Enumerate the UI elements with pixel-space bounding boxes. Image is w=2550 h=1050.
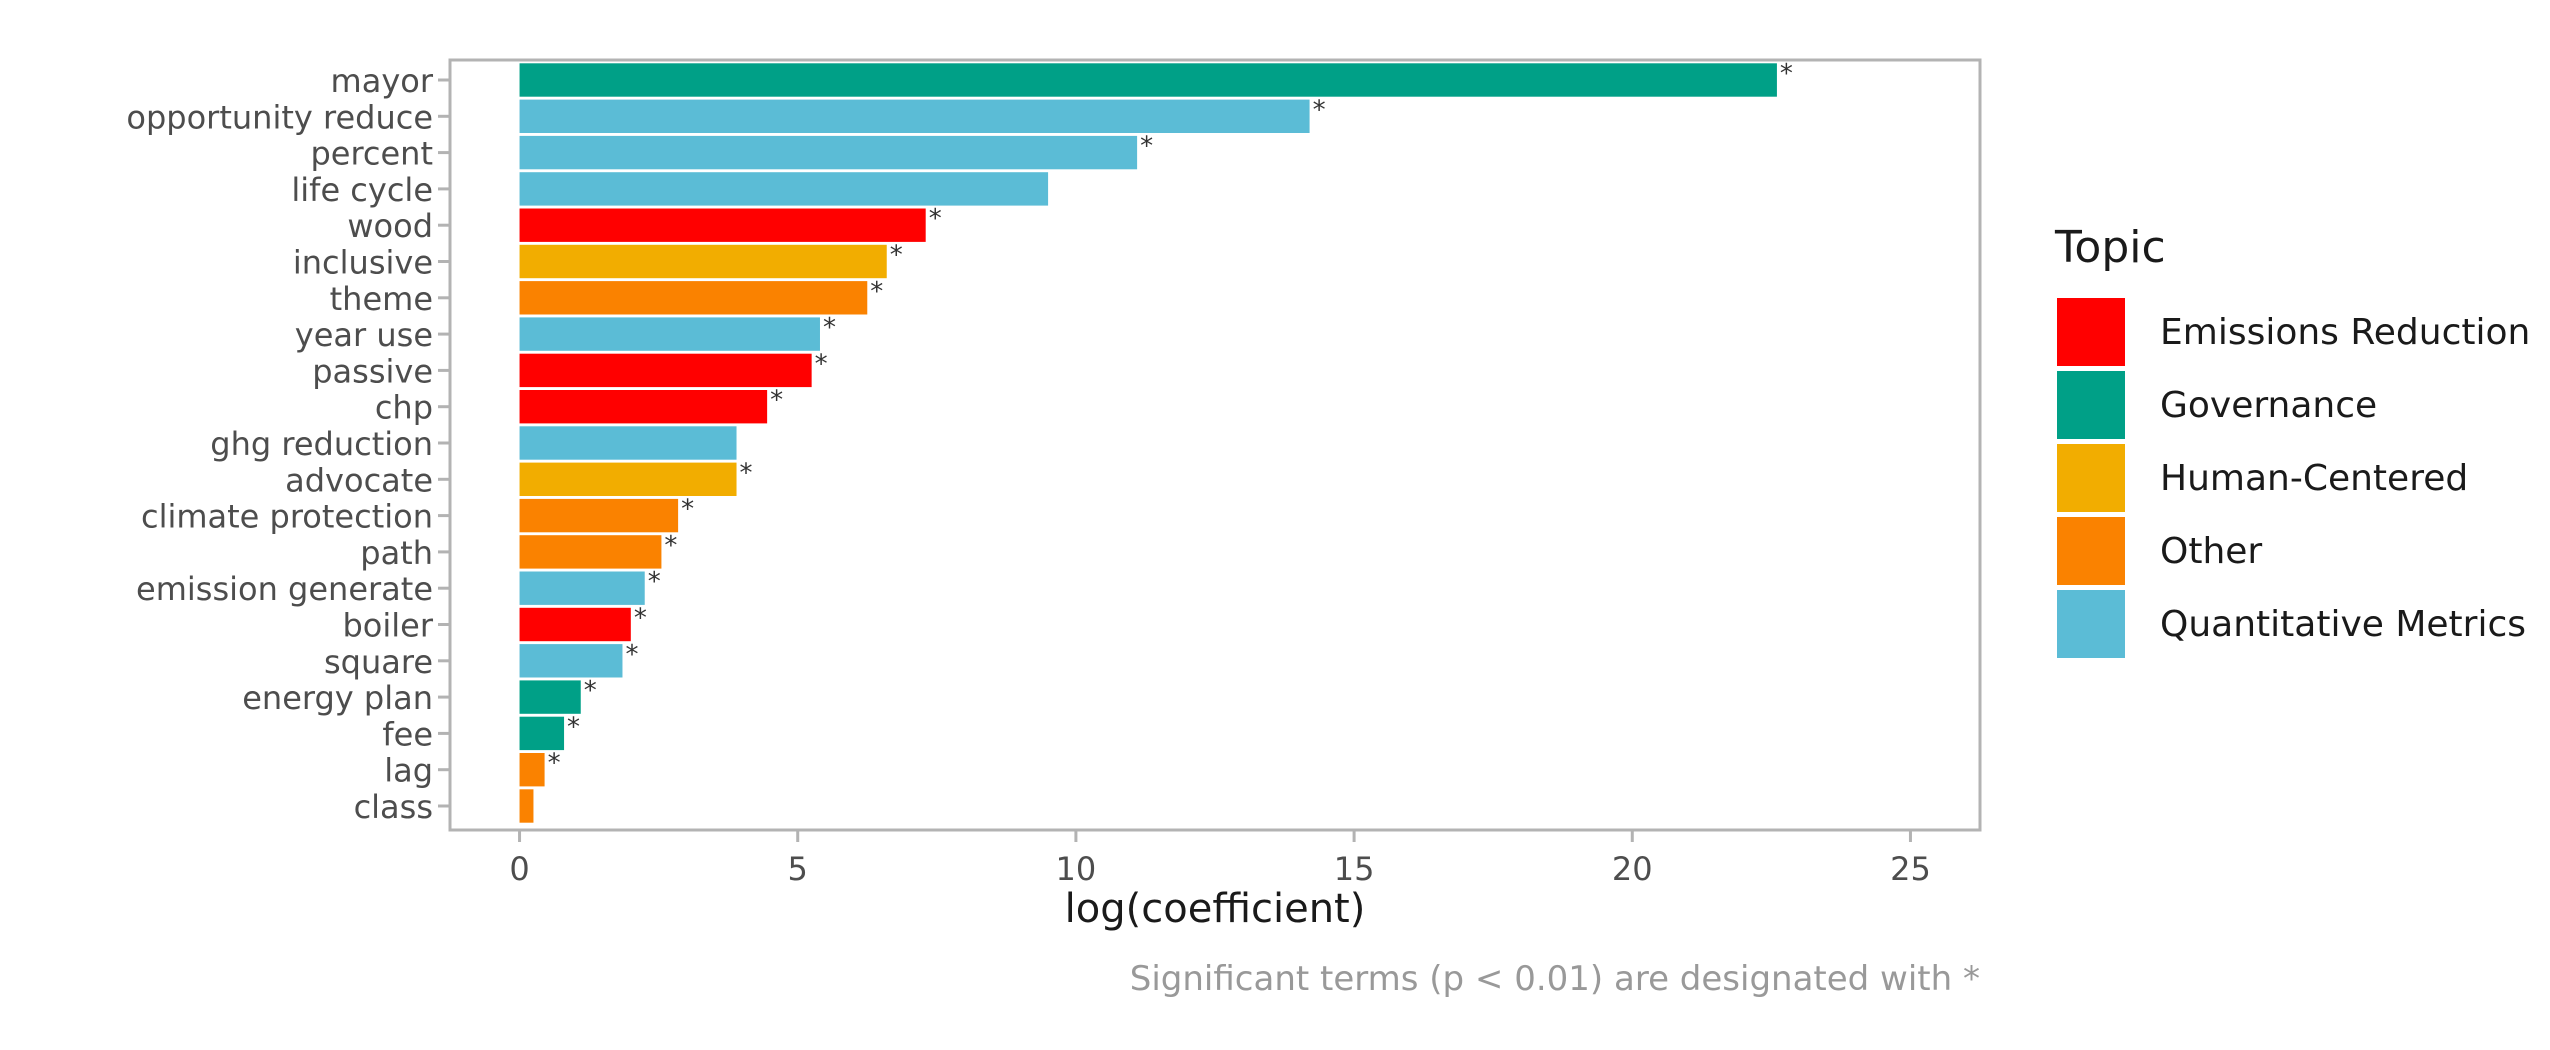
significance-marker: *: [664, 531, 677, 561]
legend-label-quantitative-metrics: Quantitative Metrics: [2160, 604, 2526, 645]
legend-swatch-governance: [2057, 371, 2125, 439]
bar-opportunity-reduce: [519, 99, 1310, 133]
y-tick-label: path: [360, 534, 433, 572]
bar-boiler: [519, 607, 631, 642]
significance-marker: *: [584, 676, 597, 706]
legend: Topic Emissions Reduction Governance Human…: [2054, 222, 2530, 658]
bar-emission-generate: [519, 571, 645, 605]
bar-year-use: [519, 317, 820, 351]
significance-marker: *: [648, 567, 661, 597]
bar-life-cycle: [519, 172, 1049, 206]
legend-swatch-human-centered: [2057, 444, 2125, 512]
y-tick-label: advocate: [285, 461, 433, 499]
y-tick-label: life cycle: [291, 171, 433, 209]
significance-marker: *: [1140, 132, 1153, 162]
x-tick-label: 5: [788, 850, 808, 888]
significance-marker: *: [625, 640, 638, 670]
x-tick-label: 10: [1056, 850, 1097, 888]
y-tick-label: square: [324, 643, 433, 681]
y-tick-label: theme: [330, 280, 433, 318]
x-tick-label: 25: [1890, 850, 1931, 888]
bar-ghg-reduction: [519, 426, 737, 460]
y-tick-label: year use: [295, 316, 433, 354]
legend-label-emissions-reduction: Emissions Reduction: [2160, 312, 2530, 353]
caption: Significant terms (p < 0.01) are designa…: [1130, 959, 1980, 999]
y-tick-label: ghg reduction: [210, 425, 433, 463]
significance-marker: *: [815, 349, 828, 379]
y-tick-label: percent: [310, 135, 433, 173]
bar-energy-plan: [519, 680, 581, 714]
significance-marker: *: [870, 277, 883, 307]
bar-advocate: [519, 462, 737, 496]
bar-theme: [519, 281, 868, 315]
bar-mayor: [519, 63, 1777, 97]
significance-marker: *: [823, 313, 836, 343]
bar-class: [519, 789, 534, 823]
bar-passive: [519, 353, 812, 388]
y-tick-label: energy plan: [242, 679, 433, 717]
significance-markers: ******************: [548, 59, 1793, 779]
y-tick-label: emission generate: [136, 570, 433, 608]
legend-label-other: Other: [2160, 531, 2262, 572]
significance-marker: *: [890, 241, 903, 271]
bar-fee: [519, 716, 565, 751]
significance-marker: *: [681, 495, 694, 525]
significance-marker: *: [1313, 95, 1326, 125]
y-tick-label: climate protection: [141, 498, 433, 536]
legend-title: Topic: [2054, 222, 2166, 273]
y-tick-label: boiler: [342, 607, 433, 645]
x-axis: 0 5 10 15 20 25: [509, 830, 1931, 888]
significance-marker: *: [929, 204, 942, 234]
bar-lag: [519, 753, 545, 787]
y-tick-label: mayor: [331, 62, 434, 100]
y-tick-label: passive: [312, 352, 433, 390]
x-tick-label: 20: [1612, 850, 1653, 888]
legend-swatch-emissions-reduction: [2057, 298, 2125, 366]
bar-wood: [519, 208, 926, 242]
legend-label-human-centered: Human-Centered: [2160, 458, 2468, 499]
x-tick-label: 15: [1334, 850, 1375, 888]
y-tick-label: fee: [382, 715, 433, 753]
significance-marker: *: [634, 604, 647, 634]
bar-climate-protection: [519, 498, 679, 533]
legend-label-governance: Governance: [2160, 385, 2377, 426]
bar-inclusive: [519, 244, 887, 279]
bar-path: [519, 535, 662, 569]
significance-marker: *: [548, 749, 561, 779]
y-tick-label: chp: [375, 389, 433, 427]
y-tick-label: wood: [347, 207, 433, 245]
bar-percent: [519, 135, 1138, 170]
bar-chp: [519, 390, 768, 424]
x-axis-title: log(coefficient): [1065, 886, 1366, 932]
y-tick-label: lag: [384, 752, 433, 790]
y-tick-label: opportunity reduce: [126, 98, 433, 136]
bar-square: [519, 644, 623, 678]
legend-swatch-quantitative-metrics: [2057, 590, 2125, 658]
significance-marker: *: [567, 712, 580, 742]
bars-group: [519, 63, 1777, 823]
significance-marker: *: [770, 386, 783, 416]
significance-marker: *: [1780, 59, 1793, 89]
x-tick-label: 0: [509, 850, 529, 888]
legend-swatch-other: [2057, 517, 2125, 585]
y-tick-label: inclusive: [293, 244, 433, 282]
y-tick-label: class: [354, 788, 433, 826]
significance-marker: *: [740, 458, 753, 488]
